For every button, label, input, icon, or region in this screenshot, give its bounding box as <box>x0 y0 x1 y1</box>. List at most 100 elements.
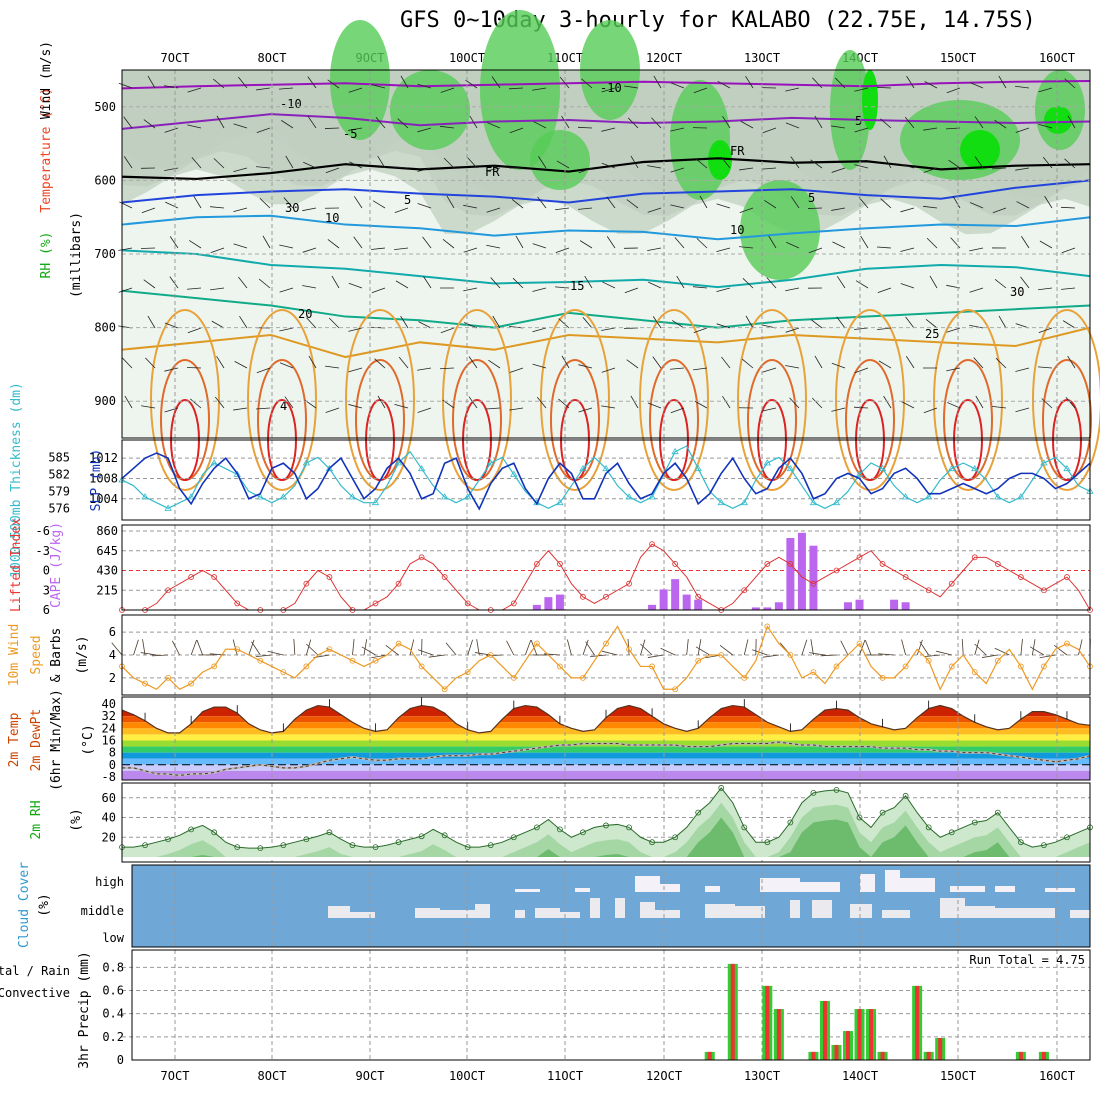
wind-barb <box>164 367 179 372</box>
cape-bar <box>763 607 772 610</box>
wind-barb <box>969 287 984 293</box>
slp-tick: 1012 <box>89 451 118 465</box>
cape-bar <box>544 597 553 610</box>
thickness-marker <box>187 493 195 500</box>
wind-barb <box>812 77 823 89</box>
cape-bar <box>648 604 657 610</box>
cloud-mid-block <box>655 910 680 918</box>
wind-speed-marker <box>395 640 402 647</box>
wind-barb <box>145 357 156 369</box>
wind-barb <box>210 247 225 253</box>
cloud-mid-block <box>1070 910 1090 918</box>
contour-label: 15 <box>570 279 584 293</box>
date-label-bottom: 7OCT <box>161 1069 190 1083</box>
isotherm-line <box>121 326 1091 359</box>
wind-barb <box>766 277 777 289</box>
wind-barb <box>831 362 846 369</box>
wind-speed-marker <box>257 657 264 664</box>
wind-barb <box>164 322 179 329</box>
precip-tick: 0.6 <box>102 984 124 998</box>
wind-barb-10m <box>293 639 296 656</box>
wind-barb <box>371 247 386 250</box>
wind-barb <box>762 367 777 373</box>
wind-barb <box>486 167 501 172</box>
slp-tick: 1008 <box>89 471 118 485</box>
wind-barb <box>325 407 340 413</box>
panel-frame <box>121 696 1091 781</box>
rh-very-high-region <box>708 140 732 180</box>
cape-bar <box>890 599 899 610</box>
wind-barb <box>606 196 616 209</box>
li-marker <box>879 561 886 567</box>
wind-barb-10m <box>255 654 272 658</box>
precip-convective-bar <box>938 1038 943 1060</box>
contour-label: -10 <box>280 97 302 111</box>
wind-barb <box>325 365 340 369</box>
cloud-level-low: low <box>102 931 124 945</box>
thickness-marker <box>141 493 149 500</box>
cloud-mid-block <box>705 904 735 918</box>
wind-barb <box>1015 367 1030 372</box>
wind-barb-10m <box>352 639 355 656</box>
rh-marker <box>810 789 817 796</box>
wind-barb-10m <box>371 654 388 659</box>
thickness-marker <box>417 464 426 472</box>
wind-barb-10m <box>801 639 808 656</box>
wind-speed-marker <box>165 674 171 681</box>
li-marker <box>211 574 218 580</box>
thickness-marker <box>440 493 449 500</box>
ylabel-degc: (°C) <box>81 724 96 755</box>
rh-marker <box>510 834 517 841</box>
wind-barb <box>239 315 248 329</box>
cape-bar <box>555 594 564 610</box>
precip-tick: 0.2 <box>102 1030 124 1044</box>
wind-barb <box>556 160 570 169</box>
li-marker <box>165 587 171 594</box>
wind-barb <box>446 195 455 209</box>
rh-marker <box>165 836 171 843</box>
precip-tick: 0 <box>117 1053 124 1067</box>
thickness-marker <box>1063 464 1071 472</box>
cape-tick: 430 <box>96 564 118 578</box>
wind-barb <box>1044 195 1053 209</box>
rh-very-high-region <box>1044 106 1072 134</box>
wind-barb <box>578 407 593 413</box>
wind-barb <box>118 82 133 89</box>
wind-barb <box>653 75 662 89</box>
cape-tick: 645 <box>96 544 118 558</box>
contour-label: 20 <box>298 307 312 321</box>
wind-barb <box>672 320 685 329</box>
li-marker <box>372 600 379 607</box>
wind-barb-10m <box>190 639 197 656</box>
wind-barb <box>327 79 340 89</box>
wind-barb <box>279 87 294 90</box>
ylabel-slp: SLP (mb) <box>89 449 104 512</box>
wind-barb <box>831 407 846 412</box>
date-label-bottom: 9OCT <box>356 1069 385 1083</box>
contour-label: -10 <box>600 81 622 95</box>
ylabel-cloud-pct: (%) <box>37 893 52 916</box>
ylabel-rh-pct: (%) <box>69 808 84 831</box>
wind-barb <box>878 360 892 369</box>
cape-bar <box>694 599 703 610</box>
wind-speed-marker <box>487 652 494 658</box>
cloud-level-high: high <box>95 875 124 889</box>
wind-barb <box>486 122 501 129</box>
wind-barb <box>693 87 708 94</box>
wind-barb <box>353 236 363 249</box>
wind-barb <box>234 361 248 369</box>
thickness-marker <box>556 498 564 506</box>
wind-barb <box>143 279 156 289</box>
wind-barb <box>331 275 340 289</box>
wind-barb <box>606 236 616 249</box>
wind-barb <box>119 201 133 209</box>
wind-speed-marker <box>649 663 655 670</box>
contour-label: FR <box>730 144 745 158</box>
wind-barb <box>256 166 271 169</box>
thickness-marker <box>394 459 403 466</box>
thickness-marker <box>671 447 679 455</box>
ylabel-temperature: Temperature (°C) <box>39 87 54 212</box>
wind-barb <box>995 357 1007 369</box>
wind-barb <box>651 117 662 129</box>
wind-barb <box>212 78 225 89</box>
